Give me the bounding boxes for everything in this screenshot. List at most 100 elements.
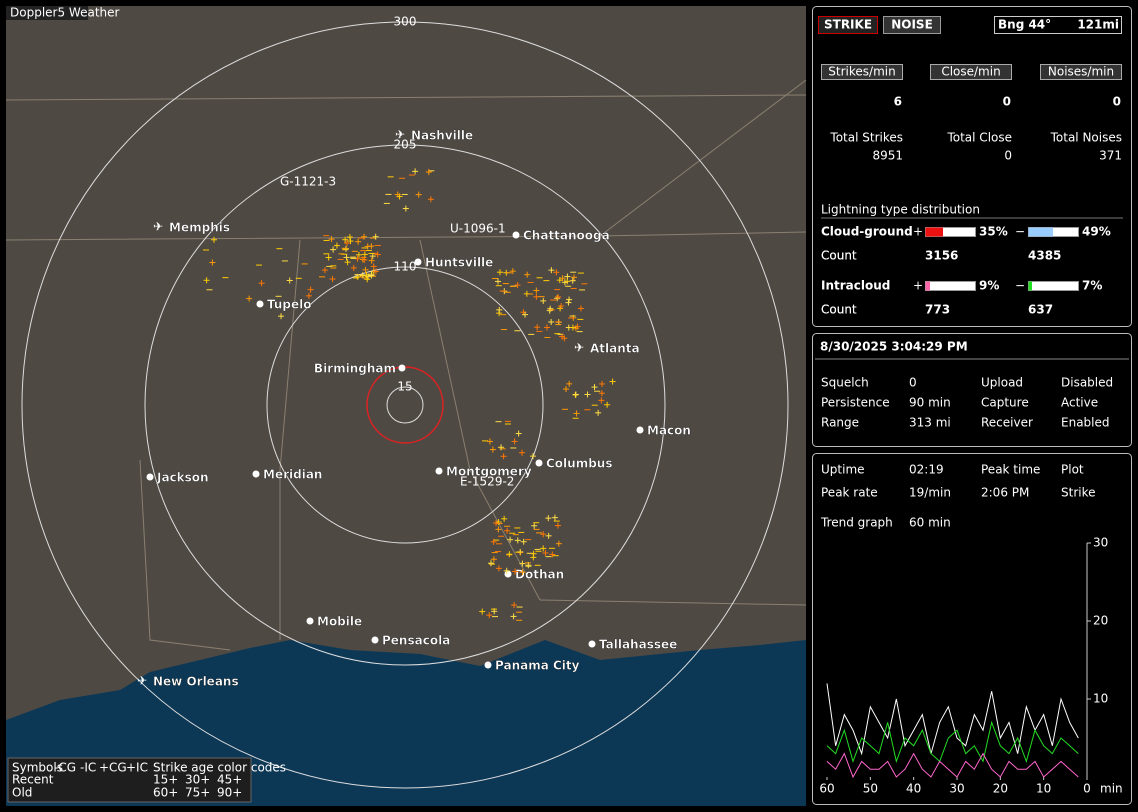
legend <box>7 757 252 803</box>
city-label: Chattanooga <box>523 229 610 243</box>
distance: 121mi <box>1077 18 1119 32</box>
station-label: G-1121-3 <box>280 175 336 189</box>
x-tick-label: 0 <box>1083 782 1091 796</box>
trend-line <box>826 720 1079 764</box>
setting-text: 90 min <box>909 396 951 410</box>
sign: + <box>913 225 923 239</box>
stat-text: Peak rate <box>821 486 878 500</box>
count-value: 773 <box>925 303 950 317</box>
bearing-box <box>994 16 1122 34</box>
city-dot <box>398 364 406 372</box>
city-dot <box>588 640 596 648</box>
x-tick-label: 10 <box>1036 782 1051 796</box>
range-ring <box>21 21 789 789</box>
total-label: Total Close <box>946 131 1012 145</box>
legend-header: -IC <box>80 761 96 775</box>
total-value: 8951 <box>872 149 903 163</box>
rate-label: Close/min <box>941 65 1000 79</box>
stat-text: 02:19 <box>909 463 944 477</box>
sign: − <box>1015 225 1025 239</box>
stat-text: Strike <box>1061 486 1096 500</box>
range-ring <box>144 144 666 666</box>
city-label: Nashville <box>411 129 473 143</box>
city-dot <box>484 661 492 669</box>
stats-box <box>812 6 1132 327</box>
bearing: Bng 44° <box>998 18 1051 32</box>
city-dot <box>535 459 543 467</box>
city-label: Panama City <box>495 659 580 673</box>
count-value: 637 <box>1028 303 1053 317</box>
strike-button-label: STRIKE <box>824 18 872 32</box>
city-dot <box>146 473 154 481</box>
city-label: Dothan <box>515 568 564 582</box>
trend-line <box>826 683 1079 756</box>
stat-text: Peak time <box>981 463 1040 477</box>
legend-age: 75+ <box>185 786 210 800</box>
stat-text: 2:06 PM <box>981 486 1029 500</box>
x-tick-label: 50 <box>863 782 878 796</box>
range-label: 300 <box>394 15 417 29</box>
total-label: Total Strikes <box>829 131 903 145</box>
bar-track <box>925 281 976 291</box>
stat-text: 19/min <box>909 486 951 500</box>
x-tick-label: 20 <box>993 782 1008 796</box>
sign: − <box>1015 279 1025 293</box>
range-label: 205 <box>394 138 417 152</box>
total-value: 0 <box>1004 149 1012 163</box>
city-label: Pensacola <box>382 634 450 648</box>
type-name: Intracloud <box>821 279 890 293</box>
setting-text: Receiver <box>981 416 1033 430</box>
city-label: Macon <box>647 424 691 438</box>
rate-label: Noises/min <box>1048 65 1114 79</box>
station-label: E-1529-2 <box>460 475 514 489</box>
strike-button[interactable] <box>818 16 878 34</box>
setting-text: Squelch <box>821 376 869 390</box>
trend-label: Trend graph <box>820 516 893 530</box>
city-label: Tupelo <box>267 298 312 312</box>
x-tick-label: 30 <box>949 782 964 796</box>
legend-row: Recent <box>12 773 54 787</box>
legend-header: Strike age color codes <box>153 761 286 775</box>
rate-value: 0 <box>1113 95 1121 109</box>
setting-text: Capture <box>981 396 1029 410</box>
city-dot <box>414 258 422 266</box>
city-dot <box>504 570 512 578</box>
type-name: Cloud-ground <box>821 225 913 239</box>
total-label: Total Noises <box>1050 131 1122 145</box>
airport-icon: ✈ <box>574 341 584 355</box>
city-dot <box>371 636 379 644</box>
total-value: 371 <box>1099 149 1122 163</box>
datetime: 8/30/2025 3:04:29 PM <box>820 340 968 354</box>
airport-icon: ✈ <box>137 674 147 688</box>
pct-label: 7% <box>1082 279 1102 293</box>
stat-text: Plot <box>1061 463 1084 477</box>
legend-age: 90+ <box>217 786 242 800</box>
airport-icon: ✈ <box>153 220 163 234</box>
city-label: Columbus <box>546 457 613 471</box>
legend-age: 15+ <box>153 773 178 787</box>
legend-age: 45+ <box>217 773 242 787</box>
x-axis-label: min <box>1100 782 1123 796</box>
rate-value: 6 <box>894 95 902 109</box>
setting-text: Persistence <box>821 396 890 410</box>
city-label: Meridian <box>263 468 322 482</box>
legend-age: 30+ <box>185 773 210 787</box>
noise-button[interactable] <box>883 16 941 34</box>
panel: STRIKE NOISE Bng 44° 121mi Strikes/min 6 Total… <box>812 6 1132 805</box>
city-label: Montgomery <box>446 465 532 479</box>
city-dot <box>512 231 520 239</box>
city-label: Atlanta <box>590 342 640 356</box>
city-label: Mobile <box>317 615 362 629</box>
settings-box <box>812 333 1132 447</box>
setting-text: Disabled <box>1061 376 1113 390</box>
pct-bar <box>1028 281 1032 291</box>
pct-label: 35% <box>979 225 1008 239</box>
legend-row: Old <box>12 786 32 800</box>
city-dot <box>252 470 260 478</box>
city-label: New Orleans <box>153 675 239 689</box>
city-label: Birmingham <box>314 362 396 376</box>
rate-label-box <box>821 64 903 80</box>
range-label: 110 <box>394 260 417 274</box>
city-dot <box>636 426 644 434</box>
